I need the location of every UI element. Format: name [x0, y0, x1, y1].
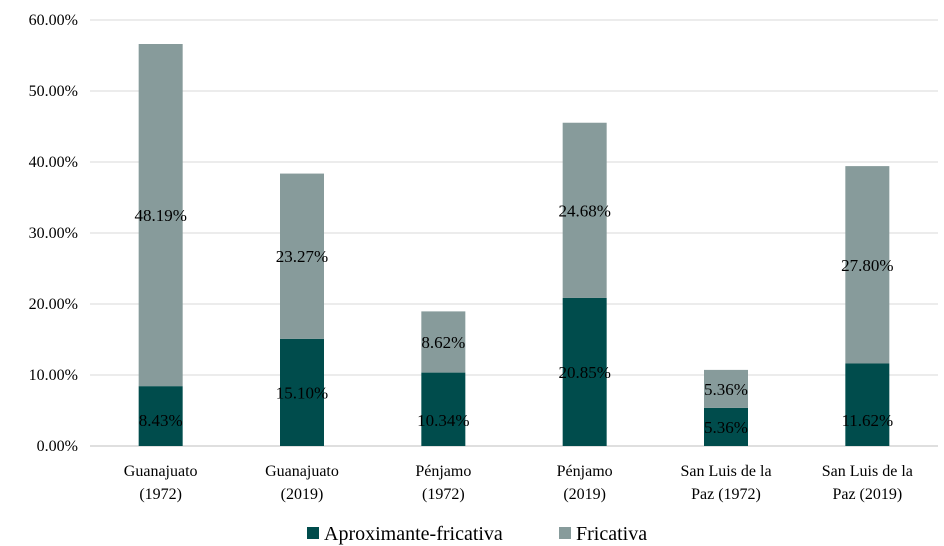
- x-axis-category-labels: Guanajuato (1972) Guanajuato (2019) Pénjamo (…: [124, 463, 913, 503]
- x-category-label: Guanajuato: [265, 463, 339, 480]
- bar-segment-aproximante-fricativa: [138, 386, 183, 446]
- y-tick-label: 20.00%: [29, 296, 78, 313]
- data-label: 20.85%: [558, 363, 610, 382]
- data-label: 10.34%: [417, 411, 469, 430]
- data-label: 8.43%: [139, 411, 183, 430]
- y-tick-label: 0.00%: [37, 438, 78, 455]
- y-tick-label: 40.00%: [29, 154, 78, 171]
- bar-segment-aproximante-fricativa: [562, 297, 607, 446]
- bar-segment-aproximante-fricativa: [421, 372, 466, 446]
- y-axis-tick-labels: 0.00% 10.00% 20.00% 30.00% 40.00% 50.00% 60.00…: [29, 12, 78, 455]
- gridlines: [90, 19, 938, 447]
- bar-segment-aproximante-fricativa: [845, 363, 890, 446]
- legend-swatch: [559, 527, 571, 539]
- data-label: 5.36%: [704, 380, 748, 399]
- x-category-label: San Luis de la: [822, 463, 913, 480]
- x-category-label: Paz (2019): [832, 486, 902, 503]
- bar-segment-fricativa: [280, 173, 324, 339]
- legend: Aproximante-fricativa Fricativa: [307, 523, 647, 545]
- x-category-label: Guanajuato: [124, 463, 198, 480]
- x-category-label: (2019): [281, 486, 324, 503]
- data-label: 8.62%: [421, 333, 465, 352]
- x-category-label: Pénjamo: [415, 463, 471, 480]
- bar-segment-fricativa: [562, 122, 607, 298]
- bar-segment-fricativa: [421, 311, 466, 373]
- legend-swatch: [307, 527, 319, 539]
- y-tick-label: 30.00%: [29, 225, 78, 242]
- x-category-label: (2019): [563, 486, 606, 503]
- y-tick-label: 60.00%: [29, 12, 78, 29]
- data-label: 24.68%: [558, 201, 610, 220]
- legend-label: Aproximante-fricativa: [324, 523, 503, 545]
- legend-label: Fricativa: [576, 523, 647, 545]
- bar-segment-fricativa: [138, 43, 183, 387]
- bar-segment-aproximante-fricativa: [280, 338, 324, 446]
- data-labels: 8.43% 48.19% 15.10% 23.27% 10.34% 8.62% 20.85%…: [134, 201, 893, 437]
- x-category-label: Pénjamo: [557, 463, 613, 480]
- bars: [138, 43, 890, 446]
- data-label: 27.80%: [841, 256, 893, 275]
- data-label: 5.36%: [704, 418, 748, 437]
- x-category-label: San Luis de la: [680, 463, 771, 480]
- bar-segment-fricativa: [704, 369, 748, 408]
- data-label: 48.19%: [134, 206, 186, 225]
- bar-segment-aproximante-fricativa: [704, 407, 748, 446]
- x-category-label: Paz (1972): [691, 486, 761, 503]
- y-tick-label: 50.00%: [29, 83, 78, 100]
- x-category-label: (1972): [422, 486, 465, 503]
- y-tick-label: 10.00%: [29, 367, 78, 384]
- data-label: 23.27%: [276, 247, 328, 266]
- data-label: 15.10%: [276, 383, 328, 402]
- x-category-label: (1972): [139, 486, 182, 503]
- data-label: 11.62%: [841, 411, 893, 430]
- bar-segment-fricativa: [845, 166, 890, 364]
